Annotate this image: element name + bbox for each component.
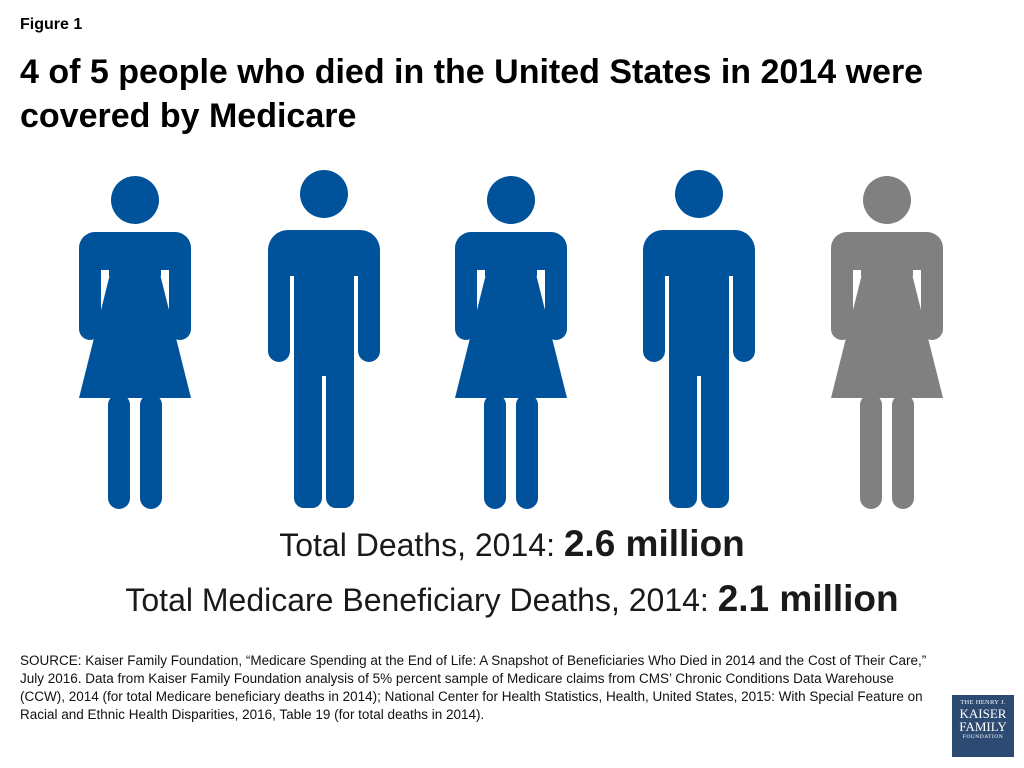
female-person-icon [451, 170, 571, 515]
chart-title: 4 of 5 people who died in the United Sta… [20, 53, 924, 135]
total-deaths-label: Total Deaths, 2014: [279, 527, 564, 563]
source-note: SOURCE: Kaiser Family Foundation, “Medic… [20, 653, 927, 722]
male-person-icon [264, 170, 384, 515]
medicare-deaths-value: 2.1 million [717, 578, 899, 619]
medicare-deaths-stat: Total Medicare Beneficiary Deaths, 2014:… [0, 579, 1024, 620]
female-person-icon [75, 170, 195, 515]
logo-line-4: FOUNDATION [962, 734, 1004, 740]
pictograph [0, 170, 1024, 515]
figure-label: Figure 1 [20, 16, 83, 33]
person-shape [455, 176, 567, 509]
person-shape [79, 176, 191, 509]
total-deaths-value: 2.6 million [563, 523, 745, 564]
medicare-deaths-label: Total Medicare Beneficiary Deaths, 2014: [125, 582, 718, 618]
logo-line-2: KAISER [959, 706, 1007, 721]
total-deaths-stat: Total Deaths, 2014: 2.6 million [0, 524, 1024, 565]
male-person-icon [639, 170, 759, 515]
kff-logo: THE HENRY J. KAISER FAMILY FOUNDATION [952, 695, 1014, 757]
female-person-icon [827, 170, 947, 515]
person-shape [643, 170, 755, 508]
logo-line-3: FAMILY [959, 719, 1007, 734]
logo-line-1: THE HENRY J. [960, 699, 1006, 706]
person-shape [831, 176, 943, 509]
person-shape [268, 170, 380, 508]
